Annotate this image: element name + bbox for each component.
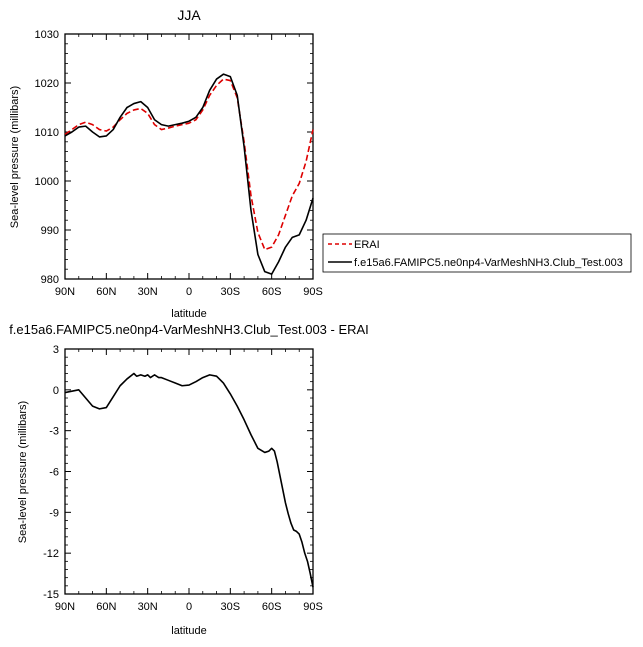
legend-label-erai: ERAI — [354, 239, 380, 251]
x-tick-label: 30N — [138, 286, 158, 298]
y-tick-label: 1030 — [35, 29, 59, 41]
y-tick-label: 1020 — [35, 78, 59, 90]
legend-label-model: f.e15a6.FAMIPC5.ne0np4-VarMeshNH3.Club_T… — [354, 257, 623, 269]
y-tick-label: -6 — [49, 467, 59, 479]
x-tick-label: 30S — [221, 286, 241, 298]
y-tick-label: 980 — [41, 274, 59, 286]
x-tick-label: 0 — [186, 286, 192, 298]
y-tick-label: 990 — [41, 225, 59, 237]
x-tick-label: 90N — [55, 286, 75, 298]
bottom-y-axis-label: Sea-level pressure (millibars) — [17, 401, 29, 543]
top-series-group — [64, 73, 314, 275]
top-axis-ticks: 90N 60N 30N 0 30S 60S 90S 980 990 1000 1010 1020 103… — [35, 29, 323, 298]
x-tick-label: 60S — [262, 601, 282, 613]
x-tick-label: 30S — [221, 601, 241, 613]
bottom-axis-ticks: 90N 60N 30N 0 30S 60S 90S -15 -12 -9 -6 -3 0 3 — [43, 344, 323, 613]
series-line-0-1 — [64, 73, 314, 275]
y-tick-label: 3 — [53, 344, 59, 356]
top-chart-title: JJA — [177, 7, 201, 23]
top-plot-frame — [64, 33, 314, 280]
y-tick-label: -3 — [49, 426, 59, 438]
series-line-0-0 — [64, 78, 314, 251]
x-tick-label: 60N — [96, 286, 116, 298]
x-tick-label: 0 — [186, 601, 192, 613]
y-tick-label: 1000 — [35, 176, 59, 188]
bottom-series-group — [64, 372, 314, 588]
x-tick-label: 30N — [138, 601, 158, 613]
x-tick-label: 90S — [303, 286, 323, 298]
series-line-1-0 — [64, 372, 314, 588]
top-panel: JJA 90N 60N 30N 0 30S 60S 90S 980 990 1000 1010 102… — [9, 7, 323, 320]
y-tick-label: -15 — [43, 589, 59, 601]
top-y-axis-label: Sea-level pressure (millibars) — [9, 86, 21, 228]
y-tick-label: 0 — [53, 385, 59, 397]
x-tick-label: 60N — [96, 601, 116, 613]
x-tick-label: 90N — [55, 601, 75, 613]
legend-box — [322, 233, 632, 273]
legend: ERAI f.e15a6.FAMIPC5.ne0np4-VarMeshNH3.C… — [322, 233, 632, 273]
bottom-x-axis-label: latitude — [171, 625, 206, 637]
x-tick-label: 60S — [262, 286, 282, 298]
y-tick-label: -12 — [43, 548, 59, 560]
bottom-chart-title: f.e15a6.FAMIPC5.ne0np4-VarMeshNH3.Club_T… — [9, 322, 369, 337]
y-tick-label: 1010 — [35, 127, 59, 139]
x-tick-label: 90S — [303, 601, 323, 613]
bottom-panel: f.e15a6.FAMIPC5.ne0np4-VarMeshNH3.Club_T… — [9, 322, 369, 637]
top-x-axis-label: latitude — [171, 308, 206, 320]
y-tick-label: -9 — [49, 507, 59, 519]
